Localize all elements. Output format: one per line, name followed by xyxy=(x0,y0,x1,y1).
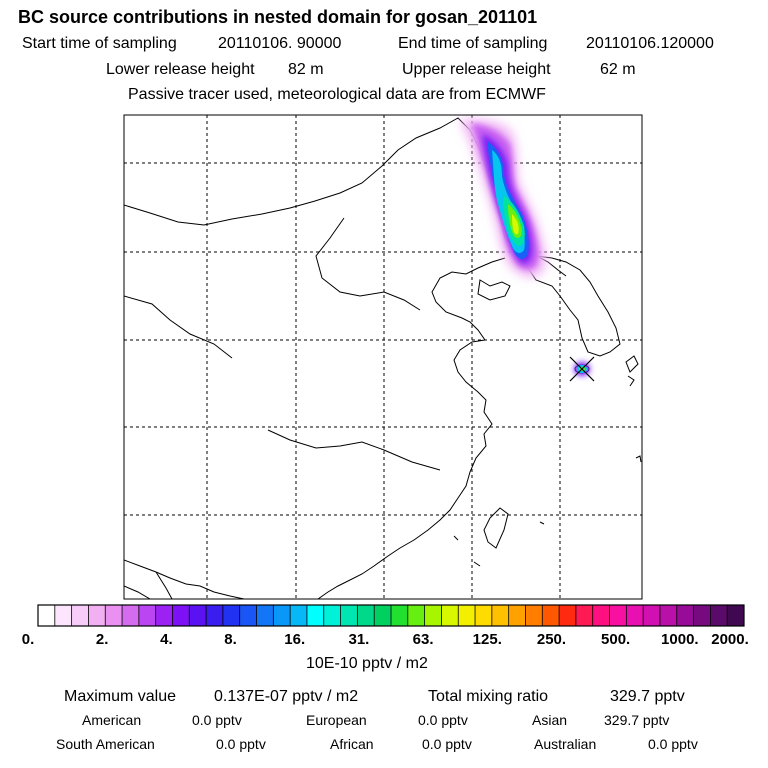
region-south-american-value: 0.0 pptv xyxy=(216,736,266,752)
total-mixing-value: 329.7 pptv xyxy=(610,688,685,705)
colorbar-cell xyxy=(88,605,106,626)
colorbar-cell xyxy=(659,605,678,626)
colorbar-tick-label: 2000. xyxy=(711,631,749,648)
colorbar-cell xyxy=(508,605,526,626)
total-mixing-label: Total mixing ratio xyxy=(428,688,549,705)
colorbar-cell xyxy=(138,605,156,626)
map-plot xyxy=(123,114,643,600)
colorbar-tick-label: 1000. xyxy=(661,631,699,648)
colorbar-cell xyxy=(273,605,291,626)
colorbar-cell xyxy=(676,605,694,626)
colorbar-cell xyxy=(340,605,358,626)
upper-release-label: Upper release height xyxy=(402,61,551,78)
plot-title: BC source contributions in nested domain… xyxy=(18,7,538,27)
colorbar-cell xyxy=(172,605,190,626)
colorbar-cell xyxy=(155,605,173,626)
colorbar-cell xyxy=(71,605,89,626)
region-african-value: 0.0 pptv xyxy=(422,736,472,752)
region-australian-label: Australian xyxy=(534,736,597,752)
colorbar-cell xyxy=(475,605,493,626)
colorbar-cell xyxy=(458,605,476,626)
region-american-label: American xyxy=(82,712,142,728)
colorbar-cell xyxy=(239,605,257,626)
region-australian-value: 0.0 pptv xyxy=(648,736,698,752)
colorbar-tick-label: 63. xyxy=(412,631,434,648)
colorbar-cell xyxy=(391,605,409,626)
colorbar xyxy=(37,604,745,627)
colorbar-cell xyxy=(374,605,392,626)
tracer-note: Passive tracer used, meteorological data… xyxy=(128,86,546,103)
colorbar-cell xyxy=(693,605,711,626)
colorbar-cell xyxy=(54,605,72,626)
end-time-value: 20110106.120000 xyxy=(586,35,714,52)
colorbar-cell xyxy=(559,605,577,626)
colorbar-tick-label: 4. xyxy=(160,631,173,648)
region-african-label: African xyxy=(330,736,374,752)
max-value-label: Maximum value xyxy=(64,688,177,705)
colorbar-cell xyxy=(189,605,207,626)
region-american-value: 0.0 pptv xyxy=(192,712,242,728)
region-european-value: 0.0 pptv xyxy=(418,712,468,728)
colorbar-cell xyxy=(256,605,274,626)
upper-release-value: 62 m xyxy=(600,61,636,78)
map-gridlines xyxy=(124,115,642,599)
end-time-label: End time of sampling xyxy=(398,35,548,52)
max-value: 0.137E-07 pptv / m2 xyxy=(214,688,359,705)
colorbar-tick-label: 8. xyxy=(224,631,237,648)
colorbar-cell xyxy=(357,605,375,626)
colorbar-cell xyxy=(542,605,560,626)
colorbar-tick-label: 16. xyxy=(284,631,306,648)
colorbar-cell xyxy=(626,605,644,626)
colorbar-cell xyxy=(592,605,610,626)
colorbar-cell xyxy=(290,605,308,626)
colorbar-cell xyxy=(575,605,594,626)
colorbar-cell xyxy=(306,605,325,626)
lower-release-label: Lower release height xyxy=(106,61,255,78)
colorbar-tick-label: 2. xyxy=(95,631,109,648)
colorbar-tick-label: 250. xyxy=(536,631,567,648)
colorbar-cell xyxy=(643,605,661,626)
map-frame xyxy=(123,114,643,600)
colorbar-cell xyxy=(710,605,728,626)
region-asian-value: 329.7 pptv xyxy=(604,712,670,728)
colorbar-cell xyxy=(491,605,509,626)
receptor-marker-icon xyxy=(569,356,595,382)
colorbar-cell xyxy=(441,605,459,626)
colorbar-cell xyxy=(122,605,140,626)
colorbar-cell xyxy=(407,605,425,626)
start-time-value: 20110106. 90000 xyxy=(218,35,342,52)
colorbar-unit: 10E-10 pptv / m2 xyxy=(306,655,428,672)
colorbar-cell xyxy=(105,605,123,626)
colorbar-cell xyxy=(222,605,241,626)
region-european-label: European xyxy=(306,712,367,728)
colorbar-tick-label: 500. xyxy=(601,631,631,648)
colorbar-cell xyxy=(609,605,627,626)
colorbar-cell xyxy=(323,605,341,626)
colorbar-cell xyxy=(525,605,543,626)
colorbar-cell xyxy=(38,605,56,626)
colorbar-cell xyxy=(727,605,745,626)
colorbar-tick-label: 31. xyxy=(348,631,370,648)
colorbar-cell xyxy=(206,605,224,626)
start-time-label: Start time of sampling xyxy=(22,35,177,52)
region-south-american-label: South American xyxy=(56,736,155,752)
region-asian-label: Asian xyxy=(532,712,568,728)
colorbar-tick-label: 125. xyxy=(472,631,502,648)
colorbar-cell xyxy=(424,605,442,626)
lower-release-value: 82 m xyxy=(288,61,324,78)
colorbar-tick-label: 0. xyxy=(21,631,35,648)
tracer-plume xyxy=(460,118,590,376)
